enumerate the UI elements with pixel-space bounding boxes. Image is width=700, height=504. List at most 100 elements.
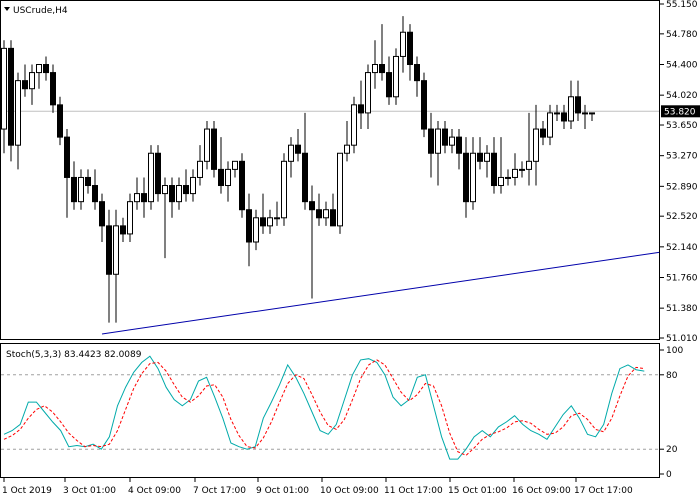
candle	[463, 137, 469, 218]
candle	[358, 80, 364, 130]
candle-body-bear	[50, 72, 56, 106]
candle-body-bear	[246, 209, 252, 243]
candle	[323, 201, 329, 226]
candle	[22, 64, 28, 97]
stoch-tick-label: 100	[666, 346, 683, 356]
price-tick-label: 52.520	[666, 212, 698, 222]
candle	[435, 120, 441, 186]
candle	[351, 96, 357, 154]
candle-body-bull	[29, 72, 35, 90]
candle	[225, 161, 231, 202]
candle-body-bear	[491, 152, 497, 187]
candle	[533, 104, 539, 186]
candle-body-bull	[204, 128, 210, 162]
price-tick-label: 54.780	[666, 30, 698, 40]
chart-menu-triangle-icon[interactable]	[4, 7, 10, 11]
candle-body-bear	[106, 225, 112, 275]
trendline[interactable]	[101, 251, 660, 335]
candle-body-bull	[547, 112, 553, 138]
candle-body-bear	[8, 47, 14, 146]
price-tick-label: 53.650	[666, 121, 698, 131]
candle	[92, 169, 98, 210]
candle-body-bull	[505, 176, 511, 179]
candle	[561, 104, 567, 130]
candle-body-bear	[477, 152, 483, 162]
candle	[491, 137, 497, 194]
candle	[393, 48, 399, 105]
price-panel-frame	[0, 0, 660, 340]
candle	[120, 217, 126, 242]
candle	[288, 137, 294, 178]
candle	[274, 201, 280, 226]
candle-body-bull	[267, 217, 273, 227]
candle	[344, 120, 350, 162]
chart-title-text: USCrude,H4	[13, 6, 68, 16]
candle	[134, 177, 140, 210]
candle-body-bear	[302, 152, 308, 203]
candle-body-bull	[589, 112, 595, 115]
candle	[582, 104, 588, 130]
price-tick-label: 51.010	[666, 334, 698, 344]
candle-body-bull	[512, 168, 518, 178]
candle-body-bull	[253, 217, 259, 243]
candle	[442, 120, 448, 154]
candle-body-bull	[176, 185, 182, 203]
candle	[302, 112, 308, 210]
candle-body-bear	[211, 128, 217, 170]
price-tick-label: 51.380	[666, 304, 698, 314]
candle-body-bull	[344, 144, 350, 154]
candle	[421, 72, 427, 138]
time-tick-label: 16 Oct 09:00	[512, 486, 571, 496]
candle	[260, 193, 266, 234]
candle	[183, 169, 189, 202]
candle	[1, 40, 7, 154]
time-tick-label: 10 Oct 09:00	[320, 486, 379, 496]
candle-body-bear	[414, 64, 420, 82]
candle	[113, 209, 119, 323]
candle	[379, 24, 385, 81]
time-tick-label: 4 Oct 09:00	[128, 486, 181, 496]
candle-body-bear	[386, 72, 392, 98]
candle-body-bear	[442, 128, 448, 146]
candle-body-bull	[372, 64, 378, 74]
price-tick-label: 54.400	[666, 61, 698, 71]
candle-body-bear	[99, 201, 105, 227]
candle-body-bear	[316, 209, 322, 219]
current-price-tag	[661, 105, 700, 118]
candle-body-bear	[71, 176, 77, 203]
candle-body-bull	[533, 128, 539, 162]
candle	[428, 112, 434, 178]
time-tick-label: 15 Oct 01:00	[448, 486, 507, 496]
candle-body-bull	[197, 160, 203, 178]
candle-body-bear	[379, 64, 385, 74]
candle	[155, 145, 161, 202]
candle	[190, 169, 196, 202]
candle	[232, 160, 238, 178]
candle	[547, 104, 553, 146]
candle-body-bear	[85, 176, 91, 187]
candle	[414, 56, 420, 97]
candle	[568, 80, 574, 130]
candle-body-bear	[358, 104, 364, 114]
candle	[519, 161, 525, 178]
candle-body-bull	[484, 152, 490, 162]
price-tick-label: 52.890	[666, 182, 698, 192]
candle	[267, 209, 273, 234]
candle-body-bear	[295, 144, 301, 154]
candle	[162, 177, 168, 259]
candle-body-bull	[15, 80, 21, 146]
candle	[50, 64, 56, 113]
candle-body-bull	[232, 160, 238, 170]
time-tick-label: 1 Oct 2019	[2, 486, 52, 496]
stochastic-label: Stoch(5,3,3) 83.4423 82.0089	[6, 350, 142, 360]
candle-body-bear	[260, 217, 266, 227]
candle	[400, 16, 406, 73]
candle	[449, 129, 455, 154]
candle-body-bull	[148, 152, 154, 203]
candle	[554, 104, 560, 121]
candle	[470, 137, 476, 210]
candle-body-bull	[1, 47, 7, 130]
candle-body-bear	[561, 112, 567, 122]
candle	[197, 145, 203, 186]
